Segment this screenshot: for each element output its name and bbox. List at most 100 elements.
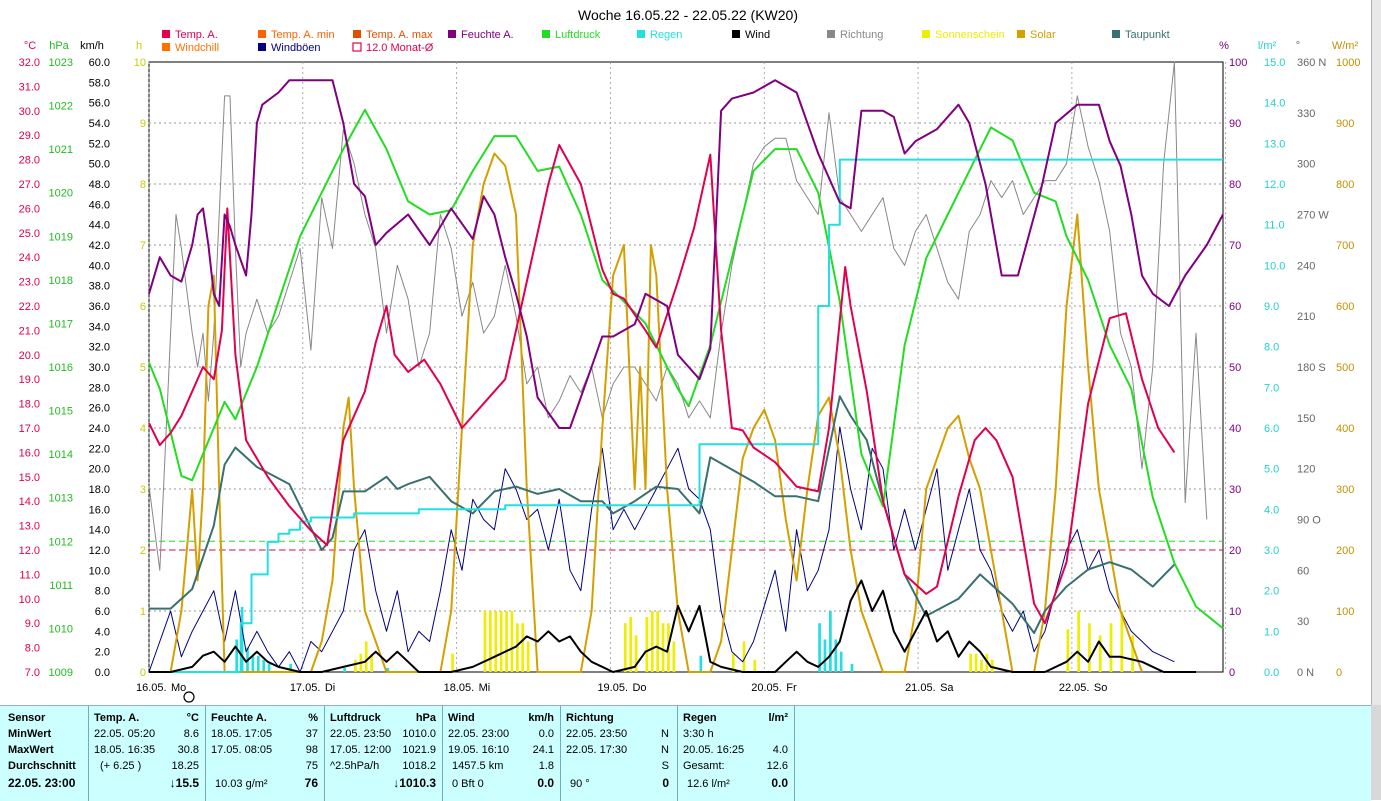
tick-label-direction: 150 (1297, 413, 1315, 425)
sunshine-bar (510, 611, 514, 672)
tick-label-humidity: 30 (1229, 484, 1241, 496)
tick-label-rain: 7.0 (1264, 382, 1279, 394)
tick-label-solar: 0 (1336, 667, 1342, 679)
tick-label-direction: 90 O (1297, 515, 1321, 527)
sunshine-bar (753, 659, 757, 672)
stats-feuchte: Feuchte A. % 18.05. 17:05 37 17.05. 08:0… (205, 706, 325, 801)
tick-label-pressure: 1019 (49, 231, 73, 243)
tick-label-wind: 42.0 (89, 240, 110, 252)
day-label-date: 18.05. (444, 682, 475, 694)
tick-label-direction: 210 (1297, 311, 1315, 323)
tick-label-pressure: 1012 (49, 536, 73, 548)
legend: Temp. A. Temp. A. min Temp. A. max Feuchte … (162, 29, 1170, 54)
sunshine-bar (645, 617, 649, 672)
tick-label-wind: 30.0 (89, 362, 110, 374)
stats-temp-header: Temp. A. (94, 712, 140, 724)
sunshine-bar (1098, 635, 1102, 672)
legend-label: Wind (745, 29, 770, 41)
stats-luftdruck: Luftdruck hPa 22.05. 23:50 1010.0 17.05.… (324, 706, 443, 801)
stats-panel: Sensor MinWert MaxWert Durchschnitt 22.0… (0, 705, 1371, 801)
stats-wind-current-extra: 0 Bft 0 (452, 778, 484, 790)
tick-label-temp: 12.0 (19, 545, 40, 557)
tick-label-solar: 300 (1336, 484, 1354, 496)
rain-bar (256, 655, 260, 672)
tick-label-wind: 34.0 (89, 321, 110, 333)
tick-label-wind: 38.0 (89, 281, 110, 293)
stats-temp-unit: °C (186, 712, 199, 724)
tick-label-rain: 5.0 (1264, 464, 1279, 476)
tick-label-wind: 32.0 (89, 342, 110, 354)
legend-swatch (353, 30, 361, 38)
legend-label: Windchill (175, 42, 219, 54)
stats-wind-avg-val: 1.8 (538, 760, 554, 772)
legend-label: Regen (650, 29, 682, 41)
stats-luftdruck-max-date: 17.05. 12:00 (330, 744, 392, 756)
legend-label: 12.0 Monat-Ø (366, 42, 434, 54)
stats-temp-max-date: 18.05. 16:35 (94, 744, 156, 756)
tick-label-temp: 21.0 (19, 325, 40, 337)
stats-row-max: MaxWert (8, 744, 54, 756)
legend-label: Windböen (271, 42, 321, 54)
tick-label-rain: 13.0 (1264, 138, 1285, 150)
stats-row-avg: Durchschnitt (8, 760, 76, 772)
stats-luftdruck-avg-val: 1018.2 (402, 760, 436, 772)
series-windb-en (148, 426, 1175, 673)
stats-feuchte-unit: % (308, 712, 318, 724)
tick-label-humidity: 100 (1229, 57, 1247, 69)
legend-label: Richtung (840, 29, 883, 41)
tick-label-temp: 7.0 (25, 667, 40, 679)
right-scroll-strip (1371, 0, 1381, 705)
tick-label-sun: 1 (140, 606, 146, 618)
day-label-weekday: Fr (786, 682, 797, 694)
stats-temp-max-val: 30.8 (177, 744, 199, 756)
day-label-weekday: Do (632, 682, 646, 694)
tick-label-direction: 30 (1297, 616, 1309, 628)
tick-label-temp: 28.0 (19, 155, 40, 167)
stats-wind-min-date: 22.05. 23:00 (448, 728, 510, 740)
stats-luftdruck-unit: hPa (415, 712, 436, 724)
stats-feuchte-current: 76 (304, 776, 318, 790)
axis-header-temp: °C (24, 40, 36, 52)
tick-label-sun: 6 (140, 301, 146, 313)
legend-swatch (922, 30, 930, 38)
stats-luftdruck-min-date: 22.05. 23:50 (330, 728, 392, 740)
tick-label-temp: 23.0 (19, 277, 40, 289)
stats-luftdruck-max-val: 1021.9 (402, 744, 436, 756)
tick-label-wind: 10.0 (89, 565, 110, 577)
tick-label-temp: 14.0 (19, 496, 40, 508)
weather-chart: Woche 16.05.22 - 22.05.22 (KW20) Temp. A… (18, 7, 1361, 703)
series-luftdruck (148, 108, 1224, 630)
tick-label-direction: 300 (1297, 159, 1315, 171)
tick-label-wind: 54.0 (89, 118, 110, 130)
axes: 7.08.09.010.011.012.013.014.015.016.017.… (19, 40, 1361, 679)
sunshine-bar (451, 653, 454, 672)
sunshine-bar (731, 653, 735, 672)
tick-label-wind: 24.0 (89, 423, 110, 435)
sunshine-bar (661, 623, 665, 672)
stats-regen-r2-val: 4.0 (772, 744, 788, 756)
legend-swatch (542, 30, 550, 38)
sunshine-bar (656, 611, 660, 672)
sunshine-bar (650, 611, 654, 672)
tick-label-temp: 19.0 (19, 374, 40, 386)
bars (235, 606, 1134, 672)
day-label-date: 19.05. (597, 682, 628, 694)
tick-label-rain: 11.0 (1264, 220, 1285, 232)
tick-label-wind: 8.0 (95, 586, 110, 598)
sunshine-bar (494, 611, 498, 672)
tick-label-temp: 29.0 (19, 130, 40, 142)
rain-bar (834, 639, 838, 672)
stats-regen-r3-val: 12.6 (766, 760, 788, 772)
stats-regen-header: Regen (683, 712, 717, 724)
legend-swatch (448, 30, 456, 38)
series-richtung (148, 61, 1208, 571)
rain-bar (850, 663, 854, 672)
sunshine-bar (526, 641, 530, 672)
rain-bar (343, 667, 346, 672)
stats-richtung-header: Richtung (566, 712, 614, 724)
tick-label-sun: 10 (134, 57, 146, 69)
rain-bar (240, 606, 244, 672)
legend-swatch (827, 30, 835, 38)
tick-label-rain: 12.0 (1264, 179, 1285, 191)
tick-label-solar: 100 (1336, 606, 1354, 618)
